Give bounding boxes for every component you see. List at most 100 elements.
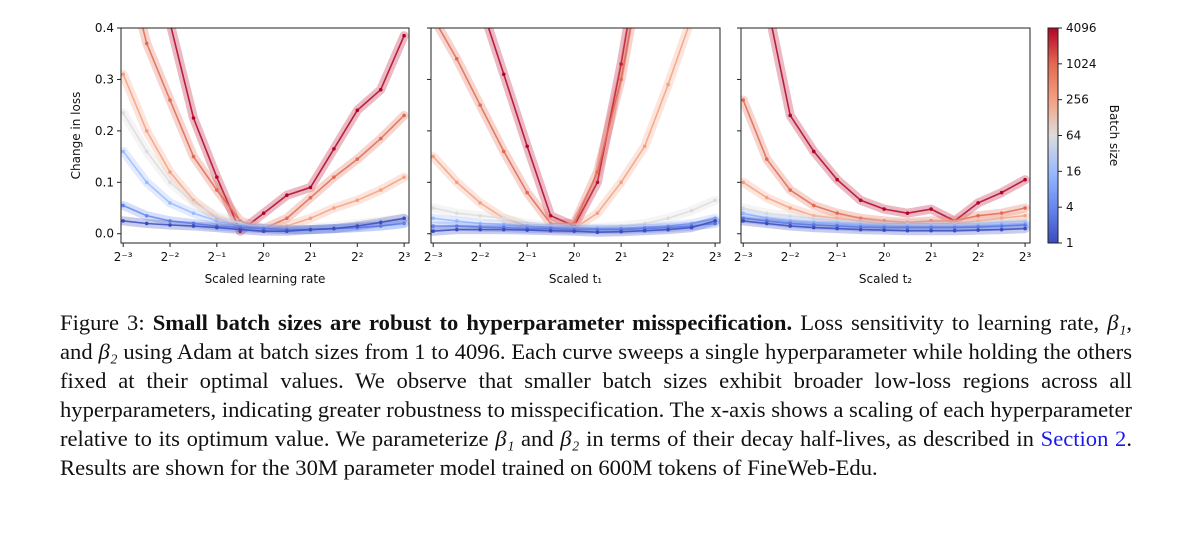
data-point	[261, 229, 266, 233]
data-point	[285, 216, 289, 221]
data-point	[501, 227, 506, 232]
data-point	[811, 225, 816, 230]
data-point	[431, 206, 436, 210]
x-tick-label: 2¹	[925, 250, 938, 264]
data-point	[238, 219, 243, 223]
caption-run[interactable]: Section 2	[1040, 426, 1127, 451]
panel: 2⁻³ 2⁻² 2⁻¹ 2⁰ 2¹ 2² 2³ Scaled t₁	[424, 0, 722, 286]
colorbar-tick-label: 64	[1066, 129, 1081, 143]
data-point	[858, 225, 863, 229]
data-point	[764, 157, 769, 161]
data-point	[858, 227, 863, 232]
data-point	[548, 221, 553, 226]
data-point	[431, 154, 436, 159]
data-point	[215, 213, 219, 218]
data-point	[121, 72, 125, 77]
data-point	[999, 227, 1004, 232]
x-tick-label: 2⁻³	[114, 250, 133, 264]
data-point	[788, 113, 792, 118]
colorbar-tick-label: 1	[1066, 236, 1074, 250]
data-point	[999, 211, 1004, 215]
data-point	[501, 222, 506, 227]
data-point	[835, 224, 839, 228]
x-tick-label: 2⁻¹	[207, 250, 226, 264]
data-point	[402, 33, 406, 38]
data-point	[332, 224, 336, 228]
plot-area	[741, 28, 1030, 236]
data-point	[741, 98, 746, 102]
colorbar-tick-label: 4	[1066, 200, 1074, 214]
data-point	[858, 222, 863, 227]
caption-run: Loss sensitivity to learning rate,	[792, 310, 1108, 335]
data-point	[1023, 206, 1027, 210]
caption-run: using Adam at batch sizes from 1 to 4096…	[60, 339, 1132, 451]
data-point	[168, 180, 172, 185]
data-point	[976, 225, 980, 229]
axes-frame	[430, 27, 721, 244]
data-point	[454, 211, 459, 215]
data-point	[713, 219, 717, 223]
data-point	[952, 225, 957, 230]
data-point	[976, 213, 980, 218]
x-tick-label: 2⁻³	[734, 250, 753, 264]
data-point	[168, 219, 172, 223]
data-point	[478, 225, 482, 229]
x-tick-label: 2²	[351, 250, 364, 264]
data-point	[168, 98, 172, 102]
plot-area	[431, 0, 720, 237]
x-tick-label: 2⁰	[568, 250, 581, 264]
data-point	[191, 211, 196, 215]
data-point	[858, 198, 863, 203]
data-point	[355, 157, 360, 161]
data-point	[378, 224, 383, 228]
data-point	[572, 221, 576, 226]
data-point	[858, 219, 863, 223]
data-point	[238, 227, 243, 232]
data-point	[713, 221, 717, 226]
data-point	[478, 213, 482, 218]
data-point	[332, 206, 336, 210]
data-point	[431, 216, 436, 221]
data-point	[882, 228, 886, 232]
data-point	[501, 72, 506, 77]
panel: 2⁻³ 2⁻² 2⁻¹ 2⁰ 2¹ 2² 2³ 0.0 0.1 0.2 0.3 0.4 Scaled l…	[69, 21, 411, 286]
data-point	[595, 227, 600, 232]
figure: 2⁻³ 2⁻² 2⁻¹ 2⁰ 2¹ 2² 2³ 0.0 0.1 0.2 0.3 0.4 Scaled l…	[69, 0, 1121, 286]
data-point	[548, 228, 553, 233]
y-tick-label: 0.2	[95, 124, 114, 138]
confidence-band	[433, 28, 636, 228]
data-point	[478, 0, 482, 4]
caption-run: β₁	[495, 426, 515, 451]
colorbar-label: Batch size	[1107, 105, 1121, 167]
data-point	[402, 221, 406, 226]
data-point	[788, 221, 792, 226]
data-point	[121, 149, 125, 154]
y-axis-label: Change in loss	[69, 92, 83, 180]
data-point	[144, 41, 149, 46]
data-point	[215, 188, 219, 192]
data-point	[261, 211, 266, 215]
figure-caption: Figure 3: Small batch sizes are robust t…	[60, 308, 1132, 482]
data-point	[929, 207, 933, 211]
colorbar	[1047, 27, 1059, 244]
data-point	[689, 208, 694, 213]
y-tick-label: 0.4	[95, 21, 114, 35]
data-point	[285, 229, 289, 233]
data-point	[191, 224, 196, 228]
data-point	[144, 213, 149, 218]
y-tick-label: 0.0	[95, 227, 114, 241]
x-tick-label: 2⁻²	[161, 250, 180, 264]
colorbar-tick-label: 4096	[1066, 21, 1097, 35]
data-point	[501, 216, 506, 221]
data-point	[976, 219, 980, 223]
x-tick-label: 2²	[662, 250, 675, 264]
data-point	[619, 224, 623, 228]
data-point	[191, 116, 196, 120]
data-point	[595, 170, 600, 174]
data-point	[999, 224, 1004, 228]
data-point	[454, 224, 459, 228]
data-point	[788, 224, 792, 228]
data-point	[666, 227, 670, 232]
data-point	[835, 226, 839, 231]
data-point	[308, 216, 313, 221]
